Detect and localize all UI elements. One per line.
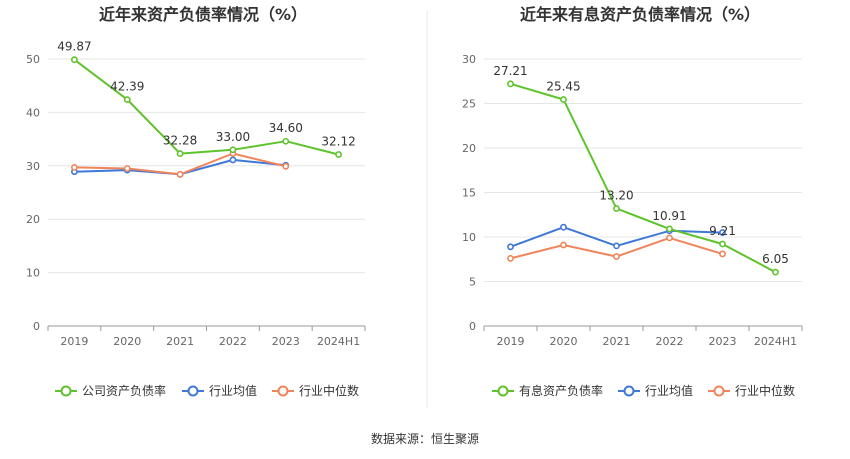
chart-1-series-company-line (73, 58, 339, 156)
chart-1-x-tick-label: 2022 (219, 335, 247, 348)
chart-2-series-industry_median-point (613, 253, 620, 260)
chart-1-data-label: 42.39 (110, 80, 144, 94)
chart-2-series-company-point (560, 96, 567, 103)
chart-1-series-industry_median-point (176, 170, 184, 178)
chart-1-x-tick-label: 2020 (113, 335, 141, 348)
chart-2-series-industry_median-point (719, 250, 726, 258)
chart-2-series-industry_avg-point (560, 223, 567, 231)
chart-2-data-label: 9.21 (709, 224, 736, 238)
chart-1-series-company-point (229, 146, 237, 154)
chart-1-series-company-point (123, 96, 131, 104)
chart-2-legend-industry_median-label: 行业中位数 (735, 383, 795, 398)
chart-1-x-tick-label: 2021 (166, 335, 194, 348)
chart-2-y-tick-label: 0 (469, 320, 476, 333)
chart-1-y-tick-label: 20 (26, 213, 40, 226)
chart-2-series-industry_median-point (507, 254, 514, 262)
chart-2-y-tick-label: 5 (469, 276, 476, 289)
chart-1-x-tick-label: 2024H1 (317, 335, 360, 348)
chart-1-legend-industry_avg-swatch-marker[interactable] (187, 385, 199, 397)
chart-1-series-industry_median-point (123, 165, 131, 172)
chart-1-data-label: 34.60 (269, 121, 303, 135)
chart-2-series-industry_median-point (560, 241, 567, 249)
chart-2-y-tick-label: 30 (462, 53, 476, 66)
chart-1-series-company-point (335, 151, 342, 158)
chart-1-series-company-point (71, 56, 78, 64)
chart-2-legend-industry_median-swatch-marker[interactable] (713, 385, 725, 397)
chart-2-data-label: 27.21 (493, 64, 527, 78)
chart-2-series-industry_median-point (666, 234, 673, 242)
source-label: 数据来源：恒生聚源 (371, 431, 479, 446)
chart-1-title: 近年来资产负债率情况（%） (99, 5, 307, 24)
chart-2-y-tick-label: 20 (462, 142, 476, 155)
chart-1-y-tick-label: 30 (26, 160, 40, 173)
chart-1-y-tick-label: 10 (26, 267, 40, 280)
chart-1-y-tick-label: 40 (26, 106, 40, 119)
chart-1-legend-company-label: 公司资产负债率 (82, 383, 166, 398)
chart-2-series-company-line (510, 82, 776, 274)
chart-2-x-tick-label: 2020 (550, 335, 578, 348)
chart-2-title: 近年来有息资产负债率情况（%） (520, 5, 760, 24)
chart-2-legend-industry_avg-swatch-marker[interactable] (623, 385, 635, 397)
chart-1-x-tick-label: 2019 (60, 335, 88, 348)
chart-1-y-tick-label: 0 (33, 320, 40, 333)
chart-2-data-label: 13.20 (599, 189, 633, 203)
chart-1-legend-company-swatch-marker[interactable] (60, 385, 72, 397)
chart-1-series-company-point (176, 150, 184, 158)
chart-2-legend-company-swatch-marker[interactable] (497, 385, 509, 397)
chart-2-data-label: 6.05 (762, 252, 789, 266)
chart-2-series-company-point (666, 225, 673, 233)
chart-2-series-industry_avg-point (507, 243, 514, 251)
chart-2-y-tick-label: 10 (462, 231, 476, 244)
chart-2-legend-company-label: 有息资产负债率 (519, 383, 603, 398)
chart-2-series-company-point (507, 80, 514, 88)
chart-2-data-label: 25.45 (546, 79, 580, 93)
chart-1-data-label: 32.28 (163, 134, 197, 148)
chart-2-x-tick-label: 2019 (497, 335, 525, 348)
chart-2-x-tick-label: 2023 (709, 335, 737, 348)
chart-2-series-industry_avg-point (613, 242, 620, 250)
chart-2-data-label: 10.91 (652, 209, 686, 223)
chart-1-legend-industry_median-label: 行业中位数 (299, 383, 359, 398)
chart-2-series-company-point (613, 205, 620, 212)
chart-2-series-industry_avg-point (719, 229, 726, 236)
chart-1-data-label: 33.00 (216, 130, 250, 144)
chart-2-y-tick-label: 25 (462, 98, 476, 111)
chart-2-y-tick-label: 15 (462, 187, 476, 200)
chart-1-y-tick-label: 50 (26, 53, 40, 66)
chart-1-data-label: 32.12 (321, 134, 355, 148)
chart-1-series-industry_avg-point (229, 156, 237, 164)
chart-1-series-industry_median-point (71, 164, 78, 171)
chart-2-x-tick-label: 2022 (656, 335, 684, 348)
chart-2-legend-industry_avg-label: 行业均值 (645, 383, 693, 398)
chart-1-series-company-point (282, 137, 290, 145)
chart-1-legend-industry_avg-label: 行业均值 (209, 383, 257, 398)
chart-2-series-company-point (772, 268, 779, 276)
chart-2-series-company-point (719, 240, 726, 248)
chart-1-data-label: 49.87 (57, 40, 91, 54)
chart-1-series-industry_median-point (282, 162, 290, 170)
chart-2-x-tick-label: 2021 (603, 335, 631, 348)
chart-1-x-tick-label: 2023 (272, 335, 300, 348)
chart-1-legend-industry_median-swatch-marker[interactable] (277, 385, 289, 397)
chart-2-x-tick-label: 2024H1 (754, 335, 797, 348)
